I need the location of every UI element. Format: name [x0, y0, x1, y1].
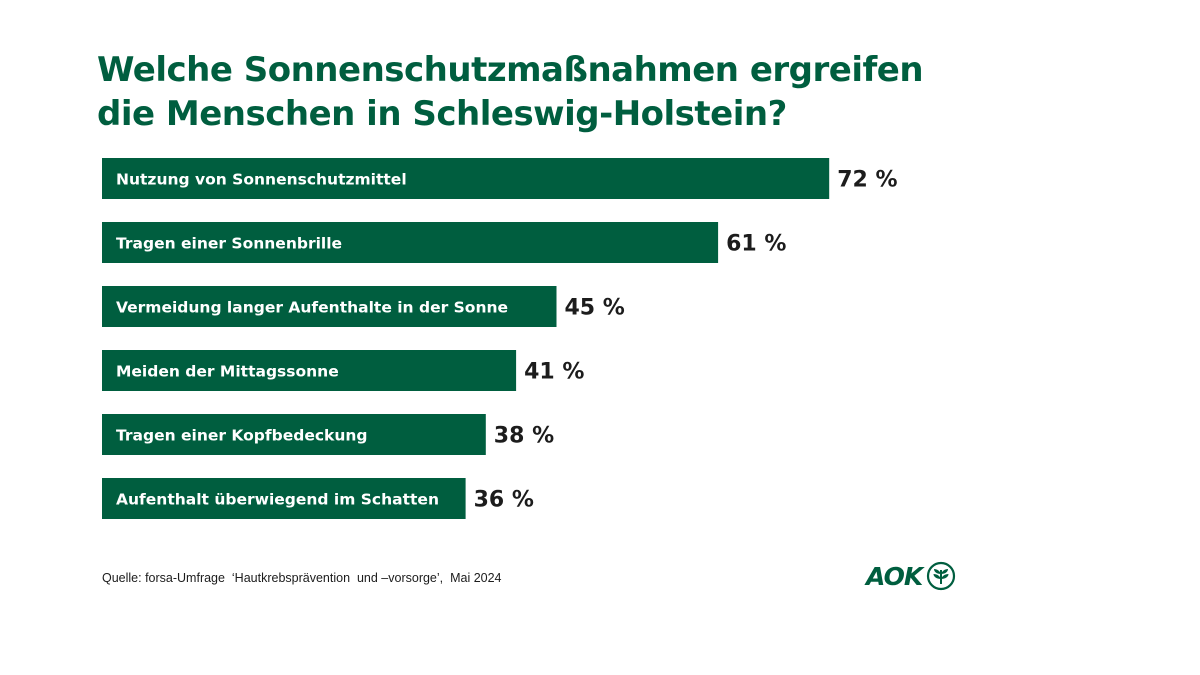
aok-logo-text: AOK — [866, 561, 923, 591]
bar-label-3: Vermeidung langer Aufenthalte in der Son… — [116, 299, 508, 317]
bar-3 — [102, 286, 557, 327]
bar-5 — [102, 414, 486, 455]
value-label-6: 36 % — [474, 488, 534, 513]
bar-label-4: Meiden der Mittagssonne — [116, 363, 339, 381]
bar-4 — [102, 350, 517, 391]
bar-1 — [102, 158, 830, 199]
bar-label-6: Aufenthalt überwiegend im Schatten — [116, 491, 439, 509]
value-label-5: 38 % — [494, 424, 554, 449]
value-label-1: 72 % — [837, 168, 897, 193]
source-note: Quelle: forsa-Umfrage ‘Hautkrebspräventi… — [102, 571, 502, 585]
bar-chart: Nutzung von Sonnenschutzmittel 72 % Tragen… — [102, 158, 898, 519]
value-label-3: 45 % — [565, 296, 625, 321]
bar-6 — [102, 478, 466, 519]
chart-title-line-2: die Menschen in Schleswig-Holstein? — [97, 94, 787, 134]
value-label-4: 41 % — [524, 360, 584, 385]
chart-title: Welche Sonnenschutzmaßnahmen ergreifen d… — [97, 48, 997, 136]
aok-tree-icon — [927, 561, 956, 591]
bar-label-1: Nutzung von Sonnenschutzmittel — [116, 171, 407, 189]
aok-logo: AOK — [866, 561, 956, 591]
bar-label-5: Tragen einer Kopfbedeckung — [116, 427, 368, 445]
chart-title-line-1: Welche Sonnenschutzmaßnahmen ergreifen — [97, 50, 924, 90]
value-label-2: 61 % — [726, 232, 786, 257]
bar-2 — [102, 222, 719, 263]
bar-label-2: Tragen einer Sonnenbrille — [116, 235, 342, 253]
